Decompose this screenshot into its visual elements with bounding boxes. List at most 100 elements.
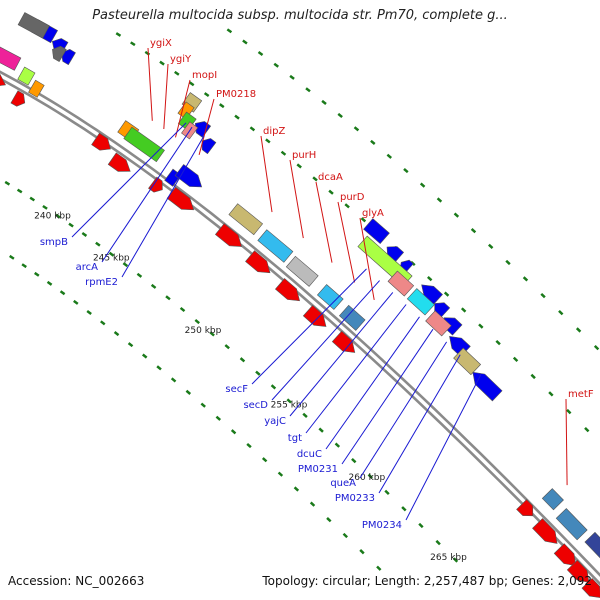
track-tick [73,299,79,305]
gene-feature [406,288,435,316]
track-tick [95,241,101,247]
genome-title: Pasteurella multocida subsp. multocida s… [92,8,508,23]
gene-leader-line [359,341,448,479]
track-tick [165,295,171,301]
gene-leader-line [289,159,304,239]
gene-leader-line [271,280,380,401]
gene-label-secD: secD [243,400,268,411]
gene-feature [553,543,577,567]
track-tick [593,344,600,351]
track-tick [246,442,252,449]
gene-label-rpmE2: rpmE2 [85,277,118,288]
track-tick [127,342,134,348]
track-tick [575,327,582,333]
track-tick [100,320,106,326]
gene-label-yajC: yajC [264,416,286,427]
track-tick [548,391,554,397]
kbp-label: 260 kbp [349,473,386,483]
gene-leader-line [337,201,356,283]
gene-label-mopI: mopI [192,70,217,81]
gene-label-PM0233: PM0233 [335,493,375,504]
gene-feature [17,12,50,39]
track-tick [318,427,324,433]
track-tick [55,213,61,219]
gene-label-purH: purH [292,150,316,161]
track-tick [170,377,177,383]
track-tick [289,74,295,80]
track-tick [337,112,343,119]
gene-label-dcaA: dcaA [318,172,343,183]
gene-leader-line [325,316,420,450]
backbone-line-2 [0,70,600,577]
track-tick [326,517,332,523]
track-tick [351,457,357,464]
track-tick [108,251,115,257]
gene-feature [214,223,243,247]
track-tick [215,415,222,421]
gene-feature [148,176,163,193]
track-tick [512,356,519,362]
gene-feature [174,164,203,188]
track-tick [255,370,261,376]
track-tick [296,163,302,169]
track-tick [401,506,407,512]
track-tick [522,276,529,282]
gene-feature [421,284,443,306]
track-tick [293,486,300,492]
gene-leader-line [163,63,169,130]
track-tick [280,150,287,156]
gene-feature [581,577,600,598]
gene-feature [425,310,452,337]
gene-label-glyA: glyA [362,208,384,219]
track-tick [224,344,230,350]
gene-feature [123,126,165,163]
gene-label-dcuC: dcuC [297,449,322,460]
track-tick [265,138,271,144]
track-tick [34,271,40,277]
track-tick [179,306,186,313]
gene-feature [316,284,344,310]
gene-feature [52,45,67,63]
track-tick [452,557,459,563]
gene-leader-line [198,98,215,156]
track-tick [302,412,308,418]
track-tick [141,353,148,359]
kbp-label: 245 kbp [93,253,130,263]
track-tick [321,99,327,105]
track-tick [367,473,373,479]
gene-leader-line [175,79,191,138]
gene-feature [516,499,534,517]
track-tick [234,114,240,120]
gene-feature [532,518,558,544]
track-tick [122,262,129,268]
track-tick [353,126,360,132]
track-tick [261,457,268,463]
gene-feature [338,304,366,331]
track-tick [136,272,143,278]
gene-leader-line [405,374,482,521]
gene-leader-line [121,135,205,278]
gene-label-arcA: arcA [76,262,99,273]
track-tick [453,212,460,218]
track-tick [427,276,433,282]
gene-feature [17,66,36,86]
track-tick [150,283,157,289]
gene-label-secF: secF [225,384,248,395]
gene-feature [302,304,327,327]
gene-leader-line [565,398,568,486]
track-tick [360,217,367,223]
track-tick [344,203,350,209]
track-tick [495,339,501,346]
gene-feature [245,250,271,274]
track-tick [115,32,122,37]
track-tick [540,292,546,299]
gene-feature [194,121,212,138]
gene-feature [107,152,131,172]
track-tick [443,291,450,297]
gene-leader-line [289,292,394,417]
gene-feature [541,488,564,511]
gene-leader-line [378,354,461,494]
track-tick [159,60,165,66]
track-tick [270,384,277,390]
